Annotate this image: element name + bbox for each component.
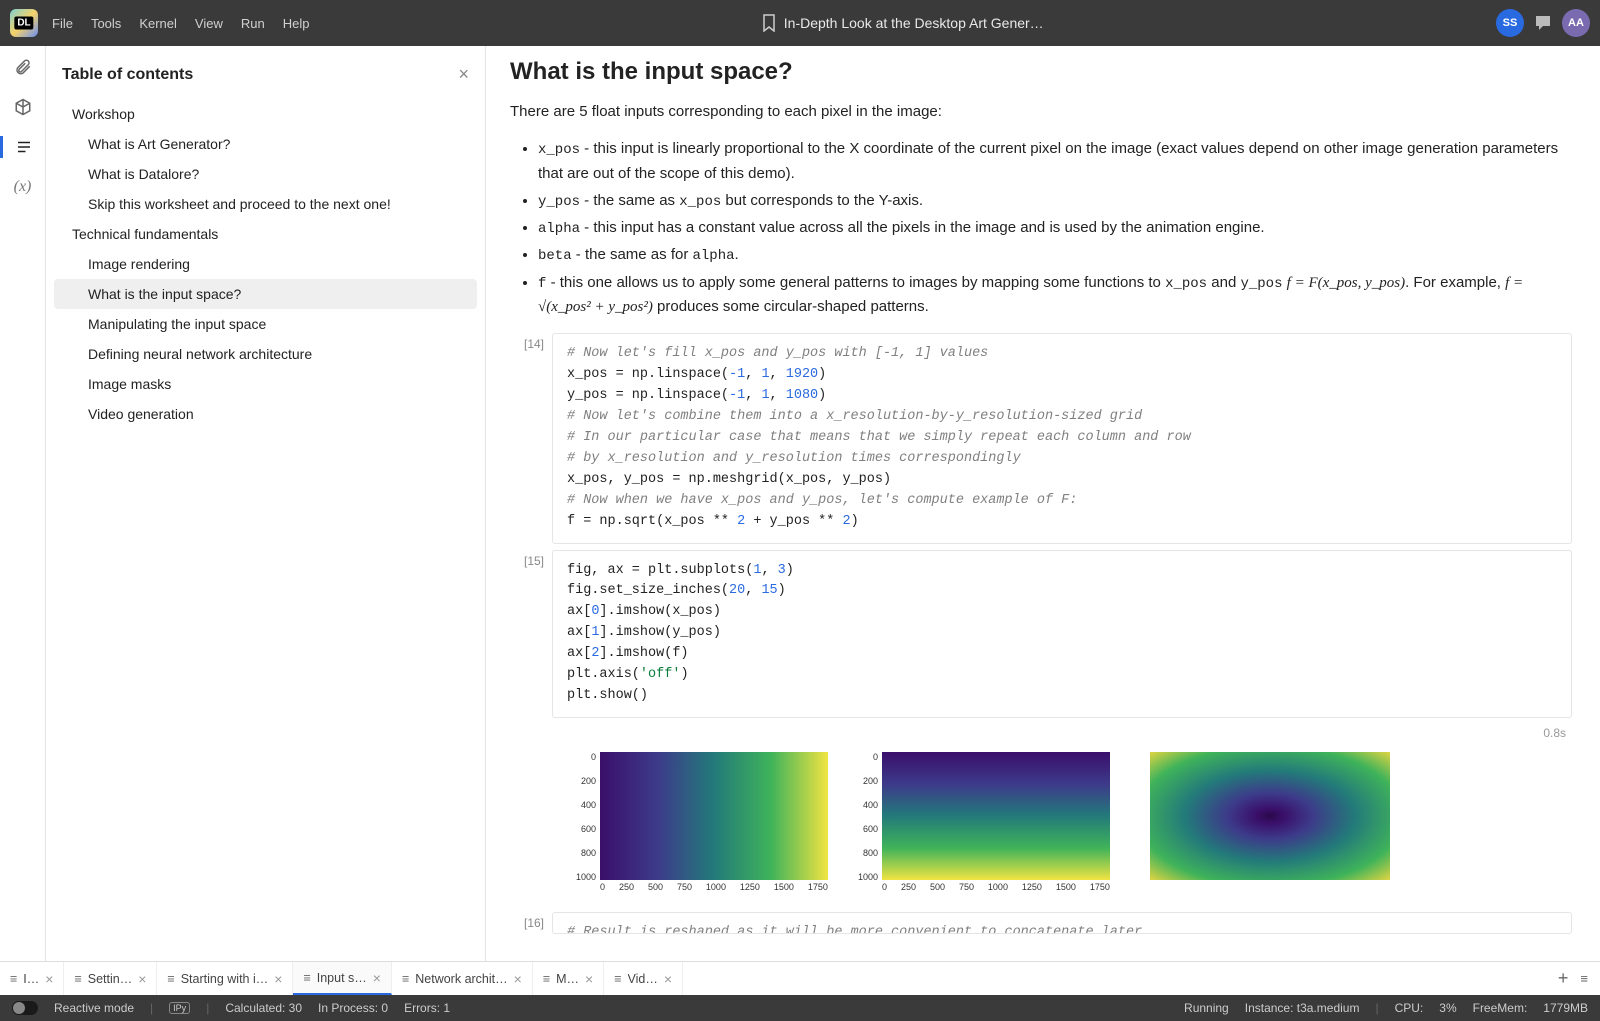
user-avatar-1[interactable]: SS [1496,9,1524,37]
close-tab-icon[interactable]: × [514,971,522,987]
close-tab-icon[interactable]: × [45,971,53,987]
ipy-badge: IPy [169,1002,190,1014]
status-cpu-label: CPU: [1395,1001,1424,1015]
code-cell-16[interactable]: [16] # Result is reshaped as it will be … [510,912,1572,934]
close-tab-icon[interactable]: × [138,971,146,987]
status-bar: Reactive mode | IPy | Calculated: 30 In … [0,995,1600,1021]
toc-item[interactable]: Image rendering [54,249,477,279]
list-item: x_pos - this input is linearly proportio… [538,137,1572,185]
cell-prompt: [15] [510,550,552,718]
cell-source[interactable]: fig, ax = plt.subplots(1, 3) fig.set_siz… [552,550,1572,718]
toc-item[interactable]: Technical fundamentals [54,219,477,249]
list-item: f - this one allows us to apply some gen… [538,271,1572,319]
add-worksheet-icon[interactable]: + [1558,968,1569,989]
cell-prompt: [14] [510,333,552,543]
list-item: alpha - this input has a constant value … [538,216,1572,240]
menu-file[interactable]: File [52,16,73,31]
toc-item[interactable]: Defining neural network architecture [54,339,477,369]
menu-view[interactable]: View [195,16,223,31]
plot-xpos: 02004006008001000 0250500750100012501500… [600,752,828,892]
app-logo [10,9,38,37]
status-instance: Instance: t3a.medium [1245,1001,1360,1015]
menu-tools[interactable]: Tools [91,16,121,31]
close-tab-icon[interactable]: × [274,971,282,987]
toc-panel: Table of contents × WorkshopWhat is Art … [46,46,486,961]
toc-item[interactable]: Video generation [54,399,477,429]
toc-close-icon[interactable]: × [458,64,469,85]
input-list: x_pos - this input is linearly proportio… [510,137,1572,319]
status-errors: Errors: 1 [404,1001,450,1015]
notebook-title-wrap: In-Depth Look at the Desktop Art Gener… [323,14,1482,32]
toc-item[interactable]: What is Datalore? [54,159,477,189]
attachments-icon[interactable] [12,56,34,78]
worksheet-tab[interactable]: ≡M…× [533,962,604,995]
menu-run[interactable]: Run [241,16,265,31]
code-cell-15[interactable]: [15] fig, ax = plt.subplots(1, 3) fig.se… [510,550,1572,718]
notebook-content: What is the input space? There are 5 flo… [486,46,1600,961]
package-icon[interactable] [12,96,34,118]
toc-item[interactable]: Image masks [54,369,477,399]
status-calculated: Calculated: 30 [225,1001,302,1015]
worksheet-tab[interactable]: ≡Settin…× [64,962,157,995]
toc-icon[interactable] [0,136,46,158]
topbar-right: SS AA [1496,9,1590,37]
variables-icon[interactable]: (x) [12,176,34,198]
status-cpu-value: 3% [1439,1001,1456,1015]
worksheet-tabs: ≡I…×≡Settin…×≡Starting with i…×≡Input s…… [0,961,1600,995]
user-avatar-2[interactable]: AA [1562,9,1590,37]
close-tab-icon[interactable]: × [373,970,381,986]
toc-title: Table of contents [62,66,458,84]
reactive-label: Reactive mode [54,1001,134,1015]
menu-help[interactable]: Help [283,16,310,31]
exec-time: 0.8s [510,724,1572,742]
notebook-title: In-Depth Look at the Desktop Art Gener… [784,15,1044,31]
cell-output-15: 02004006008001000 0250500750100012501500… [510,742,1572,906]
toc-item[interactable]: Skip this worksheet and proceed to the n… [54,189,477,219]
cell-source[interactable]: # Result is reshaped as it will be more … [552,912,1572,934]
status-running: Running [1184,1001,1229,1015]
close-tab-icon[interactable]: × [585,971,593,987]
status-inprocess: In Process: 0 [318,1001,388,1015]
menu-kernel[interactable]: Kernel [139,16,177,31]
left-rail: (x) [0,46,46,961]
intro-text: There are 5 float inputs corresponding t… [510,100,1572,123]
worksheet-menu-icon[interactable]: ≡ [1580,971,1588,986]
status-mem-value: 1779MB [1543,1001,1588,1015]
toc-item[interactable]: Manipulating the input space [54,309,477,339]
plot-f [1150,752,1390,892]
code-cell-14[interactable]: [14] # Now let's fill x_pos and y_pos wi… [510,333,1572,543]
worksheet-tab[interactable]: ≡Network archit…× [392,962,533,995]
toc-item[interactable]: What is the input space? [54,279,477,309]
section-heading: What is the input space? [510,58,1572,86]
cell-source[interactable]: # Now let's fill x_pos and y_pos with [-… [552,333,1572,543]
topbar: File Tools Kernel View Run Help In-Depth… [0,0,1600,46]
toc-item[interactable]: What is Art Generator? [54,129,477,159]
cell-prompt: [16] [510,912,552,934]
worksheet-tab[interactable]: ≡I…× [0,962,64,995]
feedback-icon[interactable] [1534,14,1552,32]
worksheet-tab[interactable]: ≡Vid…× [604,962,683,995]
main-menu: File Tools Kernel View Run Help [52,16,309,31]
worksheet-tab[interactable]: ≡Input s…× [293,962,392,995]
reactive-toggle[interactable] [12,1001,38,1015]
bookmark-icon[interactable] [762,14,776,32]
plot-ypos: 02004006008001000 0250500750100012501500… [882,752,1110,892]
worksheet-tab[interactable]: ≡Starting with i…× [157,962,293,995]
toc-item[interactable]: Workshop [54,99,477,129]
status-mem-label: FreeMem: [1473,1001,1528,1015]
list-item: y_pos - the same as x_pos but correspond… [538,189,1572,213]
list-item: beta - the same as for alpha. [538,243,1572,267]
close-tab-icon[interactable]: × [664,971,672,987]
